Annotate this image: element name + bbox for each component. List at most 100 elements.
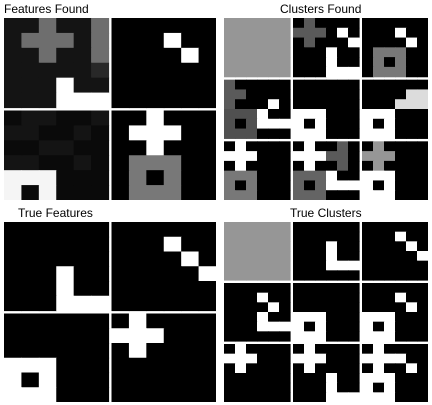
pixel xyxy=(337,382,349,393)
pixel xyxy=(395,66,407,78)
pixel xyxy=(73,47,92,64)
pixel xyxy=(304,66,316,78)
pixel xyxy=(337,180,349,191)
true-features-image-3 xyxy=(4,313,110,402)
pixel xyxy=(128,266,147,282)
pixel xyxy=(246,344,258,355)
pixel xyxy=(406,151,418,162)
pixel xyxy=(146,18,165,34)
pixel xyxy=(326,283,338,294)
pixel xyxy=(293,241,305,252)
pixel xyxy=(417,99,428,110)
pixel xyxy=(417,353,428,364)
pixel xyxy=(38,92,57,109)
pixel xyxy=(362,302,374,313)
pixel xyxy=(362,231,374,242)
pixel xyxy=(384,270,396,281)
pixel xyxy=(406,37,418,48)
pixel xyxy=(326,47,338,58)
pixel xyxy=(362,222,374,233)
pixel xyxy=(384,57,396,68)
pixel xyxy=(38,18,57,34)
pixel xyxy=(406,99,418,110)
pixel xyxy=(348,312,360,323)
pixel xyxy=(293,118,305,130)
pixel xyxy=(268,292,280,303)
pixel xyxy=(417,260,428,271)
pixel xyxy=(235,89,247,100)
pixel xyxy=(348,18,360,29)
pixel xyxy=(417,302,428,313)
pixel xyxy=(373,128,385,139)
pixel xyxy=(38,125,57,141)
pixel xyxy=(417,331,428,342)
pixel xyxy=(384,79,396,91)
pixel xyxy=(198,62,216,79)
pixel xyxy=(326,170,338,182)
pixel xyxy=(304,27,316,39)
pixel xyxy=(163,266,182,282)
pixel xyxy=(146,92,165,109)
pixel xyxy=(304,373,316,384)
pixel xyxy=(246,373,258,384)
pixel xyxy=(198,92,216,109)
pixel xyxy=(91,328,110,344)
pixel xyxy=(163,140,182,156)
pixel xyxy=(337,27,349,39)
pixel xyxy=(373,37,385,48)
pixel xyxy=(348,160,360,172)
pixel xyxy=(362,241,374,252)
pixel xyxy=(315,321,327,332)
pixel xyxy=(246,190,258,200)
pixel xyxy=(21,236,40,253)
pixel xyxy=(198,32,216,49)
pixel xyxy=(293,37,305,48)
pixel xyxy=(224,321,236,332)
pixel xyxy=(326,331,338,342)
pixel xyxy=(163,125,182,141)
pixel xyxy=(293,160,305,172)
pixel xyxy=(373,251,385,262)
pixel xyxy=(337,222,349,233)
pixel xyxy=(128,140,147,156)
pixel xyxy=(91,236,110,253)
pixel xyxy=(146,387,165,402)
pixel xyxy=(384,118,396,130)
pixel xyxy=(21,372,40,388)
pixel xyxy=(4,236,23,253)
pixel xyxy=(111,77,130,94)
pixel xyxy=(224,283,236,294)
pixel xyxy=(395,321,407,332)
pixel xyxy=(373,190,385,200)
pixel xyxy=(91,140,110,156)
pixel xyxy=(163,77,182,94)
pixel xyxy=(198,110,216,127)
pixel xyxy=(417,312,428,323)
pixel xyxy=(395,292,407,303)
clusters-found-image-8 xyxy=(293,141,360,200)
pixel xyxy=(257,321,269,332)
pixel xyxy=(279,241,291,252)
pixel xyxy=(181,18,200,34)
pixel xyxy=(246,312,258,323)
pixel xyxy=(257,231,269,242)
pixel xyxy=(181,125,200,141)
pixel xyxy=(384,170,396,182)
pixel xyxy=(315,128,327,139)
pixel xyxy=(362,151,374,162)
pixel xyxy=(406,27,418,39)
true-clusters-grid xyxy=(224,222,428,402)
pixel xyxy=(38,236,57,253)
pixel xyxy=(246,118,258,130)
pixel xyxy=(181,62,200,79)
pixel xyxy=(417,109,428,120)
pixel xyxy=(128,387,147,402)
pixel xyxy=(337,18,349,29)
pixel xyxy=(304,331,316,342)
pixel xyxy=(73,18,92,34)
pixel xyxy=(246,47,258,58)
pixel xyxy=(373,344,385,355)
pixel xyxy=(326,18,338,29)
pixel xyxy=(146,222,165,238)
pixel xyxy=(257,190,269,200)
